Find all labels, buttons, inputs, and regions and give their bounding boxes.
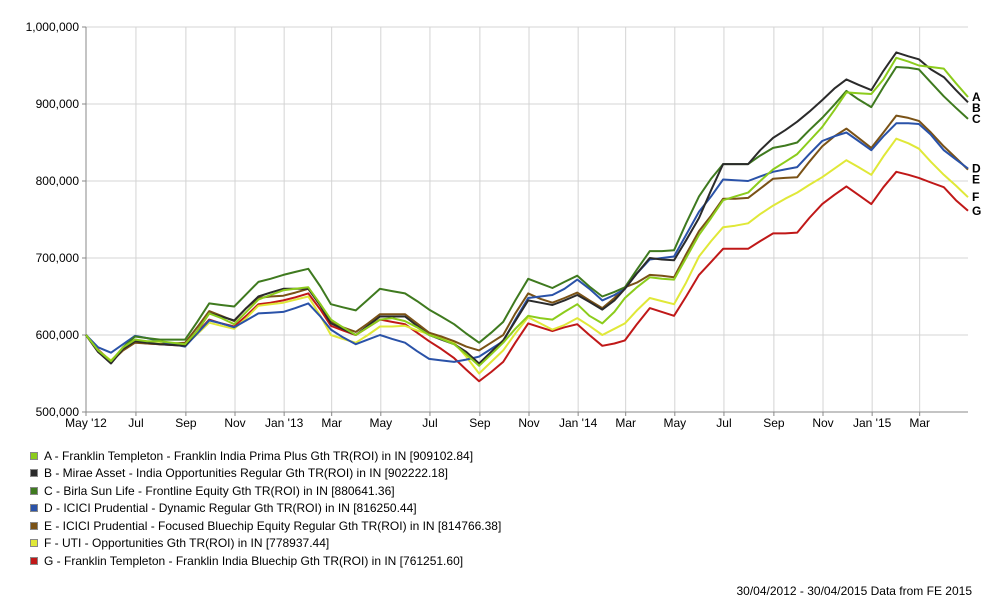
legend-item-g: G - Franklin Templeton - Franklin India … xyxy=(30,552,501,570)
series-line-c xyxy=(85,66,969,363)
y-tick-label: 600,000 xyxy=(36,328,80,342)
x-tick-label: Jan '15 xyxy=(853,416,892,430)
x-tick-label: Jan '13 xyxy=(265,416,304,430)
y-axis-ticks: 500,000 600,000 700,000 800,000 900,000 1,000… xyxy=(26,20,80,419)
series-end-label-f: F xyxy=(972,190,979,204)
x-tick-label: Nov xyxy=(812,416,833,430)
data-source-footer: 30/04/2012 - 30/04/2015 Data from FE 201… xyxy=(736,584,973,598)
series-end-label-g: G xyxy=(972,204,981,218)
legend-swatch xyxy=(30,539,38,548)
series-end-label-d: D xyxy=(972,161,981,175)
series-line-d xyxy=(85,122,969,363)
x-tick-label: Mar xyxy=(321,416,342,430)
legend-label: D - ICICI Prudential - Dynamic Regular G… xyxy=(44,501,417,516)
series-line-b xyxy=(85,51,969,365)
x-tick-label: May xyxy=(663,416,686,430)
x-axis-ticks: May '12 Jul Sep Nov Jan '13 Mar May Jul Sep Nov Ja… xyxy=(65,416,930,430)
chart-legend: A - Franklin Templeton - Franklin India … xyxy=(30,447,501,570)
legend-swatch xyxy=(30,556,38,565)
x-tick-label: Nov xyxy=(518,416,539,430)
legend-swatch xyxy=(30,486,38,495)
legend-swatch xyxy=(30,469,38,478)
legend-item-a: A - Franklin Templeton - Franklin India … xyxy=(30,447,501,465)
x-tick-label: Jan '14 xyxy=(559,416,598,430)
legend-item-f: F - UTI - Opportunities Gth TR(ROI) in I… xyxy=(30,535,501,553)
x-tick-label: May xyxy=(369,416,392,430)
x-tick-label: Sep xyxy=(763,416,785,430)
y-tick-label: 1,000,000 xyxy=(26,20,80,34)
x-tick-label: Sep xyxy=(175,416,197,430)
x-tick-label: Mar xyxy=(615,416,636,430)
chart-grid xyxy=(85,26,968,413)
legend-label: C - Birla Sun Life - Frontline Equity Gt… xyxy=(44,483,395,498)
chart-axes xyxy=(82,26,968,416)
legend-label: E - ICICI Prudential - Focused Bluechip … xyxy=(44,518,502,533)
x-tick-label: Jul xyxy=(128,416,143,430)
y-tick-label: 900,000 xyxy=(36,97,80,111)
legend-item-d: D - ICICI Prudential - Dynamic Regular G… xyxy=(30,500,501,518)
series-line-g xyxy=(85,170,969,383)
line-chart: 500,000 600,000 700,000 800,000 900,000 1,000… xyxy=(26,20,982,430)
legend-item-b: B - Mirae Asset - India Opportunities Re… xyxy=(30,465,501,483)
series-end-label-b: B xyxy=(972,101,981,115)
series-end-label-c: C xyxy=(972,112,981,126)
series-end-label-a: A xyxy=(972,90,981,104)
legend-swatch xyxy=(30,504,38,513)
series-line-f xyxy=(85,137,969,375)
legend-label: B - Mirae Asset - India Opportunities Re… xyxy=(44,466,448,481)
y-tick-label: 800,000 xyxy=(36,174,80,188)
x-tick-label: Mar xyxy=(909,416,930,430)
legend-item-c: C - Birla Sun Life - Frontline Equity Gt… xyxy=(30,482,501,500)
x-tick-label: Jul xyxy=(422,416,437,430)
legend-label: G - Franklin Templeton - Franklin India … xyxy=(44,553,464,568)
series-lines xyxy=(85,51,969,383)
x-tick-label: Sep xyxy=(469,416,491,430)
legend-swatch xyxy=(30,451,38,460)
x-tick-label: Nov xyxy=(224,416,245,430)
x-tick-label: Jul xyxy=(716,416,731,430)
series-end-label-e: E xyxy=(972,172,980,186)
x-tick-label: May '12 xyxy=(65,416,107,430)
legend-swatch xyxy=(30,521,38,530)
legend-label: A - Franklin Templeton - Franklin India … xyxy=(44,448,474,463)
y-tick-label: 500,000 xyxy=(36,405,80,419)
series-line-a xyxy=(85,56,969,367)
y-tick-label: 700,000 xyxy=(36,251,80,265)
legend-item-e: E - ICICI Prudential - Focused Bluechip … xyxy=(30,517,501,535)
legend-label: F - UTI - Opportunities Gth TR(ROI) in I… xyxy=(44,536,330,551)
